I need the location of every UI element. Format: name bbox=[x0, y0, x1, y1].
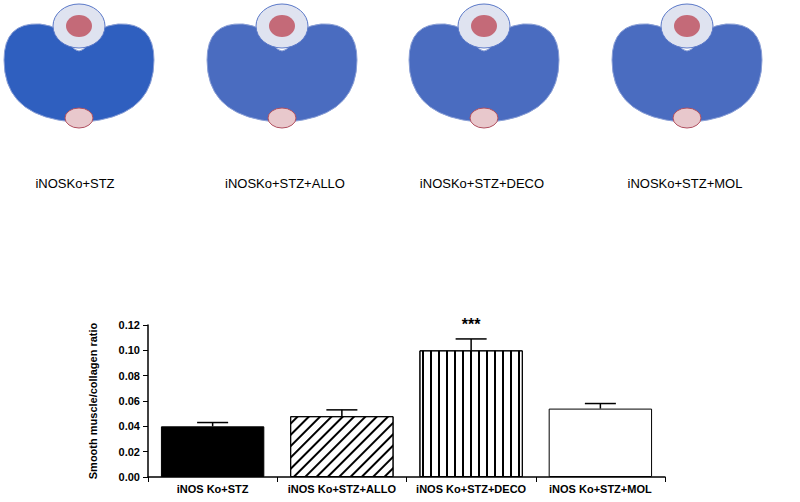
html-text:iNOSKo+STZ+MOL: iNOSKo+STZ+MOL bbox=[627, 176, 743, 191]
html-text:iNOSKo+STZ+DECO: iNOSKo+STZ+DECO bbox=[419, 176, 545, 191]
svg-text:iNOS Ko+STZ: iNOS Ko+STZ bbox=[177, 483, 249, 495]
svg-text:0.04: 0.04 bbox=[119, 420, 141, 432]
html-text:iNOSKo+STZ+ALLO: iNOSKo+STZ+ALLO bbox=[225, 176, 345, 191]
svg-text:iNOS Ko+STZ+DECO: iNOS Ko+STZ+DECO bbox=[416, 483, 526, 495]
svg-text:Smooth muscle/collagen ratio: Smooth muscle/collagen ratio bbox=[87, 322, 99, 479]
svg-text:0.12: 0.12 bbox=[119, 319, 140, 331]
svg-text:0.10: 0.10 bbox=[119, 344, 140, 356]
svg-text:0.06: 0.06 bbox=[119, 395, 140, 407]
svg-text:iNOS Ko+STZ+MOL: iNOS Ko+STZ+MOL bbox=[549, 483, 652, 495]
svg-text:0.00: 0.00 bbox=[119, 471, 140, 483]
svg-text:***: *** bbox=[462, 316, 481, 333]
svg-text:iNOS Ko+STZ+ALLO: iNOS Ko+STZ+ALLO bbox=[288, 483, 397, 495]
svg-text:0.08: 0.08 bbox=[119, 370, 140, 382]
svg-text:0.02: 0.02 bbox=[119, 446, 140, 458]
html-text:iNOSKo+STZ: iNOSKo+STZ bbox=[35, 176, 115, 191]
